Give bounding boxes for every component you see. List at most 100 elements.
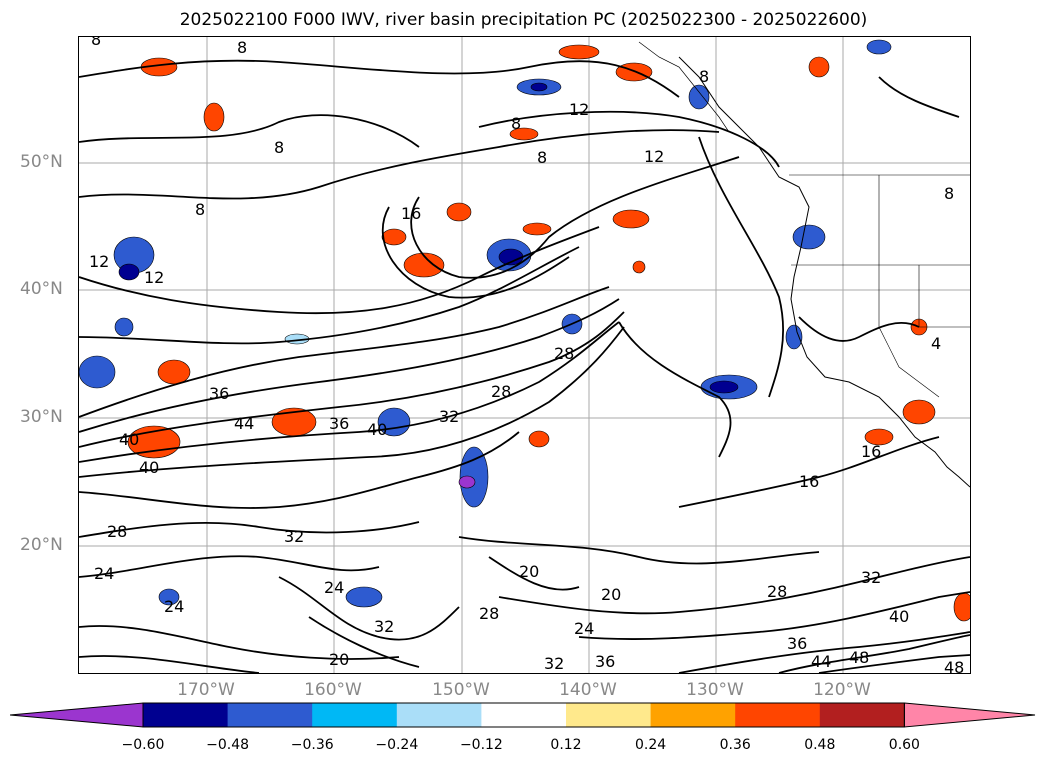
colorbar-segment [819,703,905,727]
colorbar-tick-label: −0.24 [375,737,419,753]
contour-label: 28 [554,344,574,363]
precip-blob [558,44,600,60]
contour-line [79,311,625,448]
contour-label: 16 [401,204,421,223]
precip-blob [612,209,650,229]
contour-label: 12 [89,252,109,271]
map-area: 8 8 12 12 8 8 8 16 12 12 8 8 8 4 36 40 4… [78,36,971,674]
colorbar-extend-low [10,702,144,728]
coastline-north-america [678,56,970,488]
contour-line [79,326,625,478]
colorbar-segment [735,703,821,727]
lat-label-50n: 50°N [20,152,63,172]
contour-label: 8 [511,114,521,133]
precip-blob [530,82,548,92]
coastline-alaska-panhandle [638,41,730,133]
contour-line [79,625,400,660]
contour-line [79,521,420,538]
contour-label: 36 [595,652,615,671]
contour-line [79,555,380,578]
contour-line [79,246,580,345]
precip-blob [709,380,739,394]
contour-label: 12 [144,268,164,287]
contour-label: 8 [274,138,284,157]
contour-label: 36 [209,384,229,403]
contour-label: 36 [329,414,349,433]
lon-label-140w: 140°W [559,680,617,700]
precip-blob [522,222,552,236]
precip-blob [864,428,894,446]
contour-label: 32 [439,407,459,426]
contour-label: 20 [329,650,349,669]
lon-label-160w: 160°W [304,680,362,700]
precip-blob [902,399,936,425]
contour-line [79,298,620,433]
contour-line [878,76,960,118]
colorbar-extend-high [903,702,1036,728]
precip-blob [953,592,970,622]
lon-label-150w: 150°W [432,680,490,700]
colorbar-segment [481,703,567,727]
precip-blob [866,39,892,55]
contour-line [618,321,732,458]
contour-label: 28 [479,604,499,623]
contour-line [818,654,970,673]
contour-line [458,536,820,565]
contour-label: 40 [119,430,139,449]
precip-blob [528,430,550,448]
precip-blob [632,260,646,274]
contour-label: 48 [944,658,964,673]
contour-label: 20 [601,585,621,604]
contour-line [79,321,620,463]
state-borders [789,174,970,398]
contour-label: 8 [537,148,547,167]
contour-line [381,206,570,299]
contour-label: 40 [889,607,909,626]
lon-label-130w: 130°W [686,680,744,700]
precip-blob [792,224,826,250]
precip-anomaly-fills [79,39,970,622]
colorbar [10,702,1036,728]
precip-blob [114,317,134,337]
precip-blob [381,228,407,246]
precip-blob [808,56,830,78]
lon-label-120w: 120°W [813,680,871,700]
contour-line [278,576,460,641]
contour-line [79,114,420,148]
contour-label: 8 [699,67,709,86]
precip-blob [203,102,225,132]
contour-label: 24 [164,597,184,616]
graticule [79,37,970,673]
contour-line [410,156,740,279]
contour-line [488,556,580,591]
contour-line [79,129,720,200]
contour-label: 12 [569,100,589,119]
precip-blob [509,127,539,141]
map-canvas: 8 8 12 12 8 8 8 16 12 12 8 8 8 4 36 40 4… [79,37,970,673]
contour-line [79,59,680,98]
precip-blob [446,202,472,222]
precip-blob [157,359,191,385]
contour-label: 40 [367,420,387,439]
contour-value-labels: 8 8 12 12 8 8 8 16 12 12 8 8 8 4 36 40 4… [89,37,964,673]
colorbar-segment [143,703,229,727]
contour-label: 16 [799,472,819,491]
contour-line [778,634,970,673]
contour-label: 28 [767,582,787,601]
contour-label: 32 [284,527,304,546]
precip-blob [458,475,476,489]
contour-line [308,616,420,668]
colorbar-tick-label: −0.48 [206,737,250,753]
contour-label: 28 [491,382,511,401]
colorbar-segment [312,703,398,727]
contour-label: 48 [849,648,869,667]
contour-label: 4 [931,334,941,353]
map-title: 2025022100 F000 IWV, river basin precipi… [179,10,868,30]
contour-label: 32 [374,617,394,636]
contour-label: 12 [644,147,664,166]
colorbar-segment [396,703,482,727]
colorbar-segment [227,703,313,727]
colorbar-outline [142,702,905,728]
colorbar-segment [650,703,736,727]
lat-label-40n: 40°N [20,279,63,299]
